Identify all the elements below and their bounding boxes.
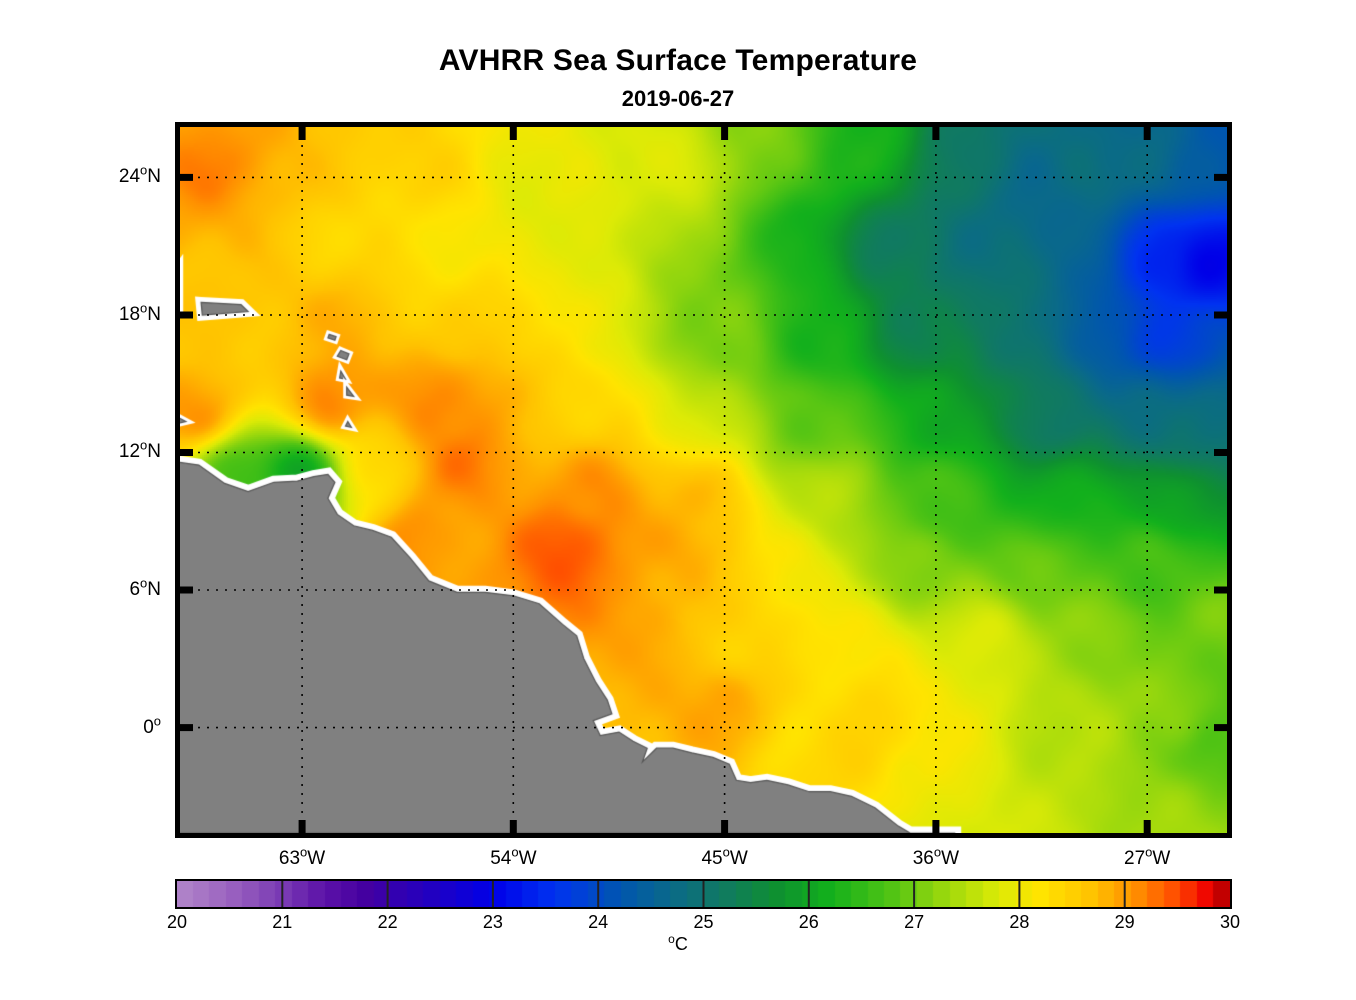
sst-heatmap (180, 127, 1227, 833)
colorbar-tick-26: 26 (798, 912, 819, 932)
colorbar-tick-25: 25 (693, 912, 714, 932)
ytick-label-12N: 12oN (118, 438, 161, 463)
title-block: AVHRR Sea Surface Temperature 2019-06-27 (0, 44, 1356, 114)
colorbar-tick-23: 23 (482, 912, 503, 932)
colorbar-tick-21: 21 (272, 912, 293, 932)
colorbar-tick-30: 30 (1219, 912, 1241, 932)
xtick-label-36W: 36oW (912, 844, 960, 869)
colorbar-tick-20: 20 (166, 912, 188, 932)
map-plot-area[interactable] (175, 122, 1232, 838)
colorbar[interactable] (175, 879, 1232, 909)
xtick-label-45W: 45oW (701, 844, 748, 869)
ytick-label-18N: 18oN (118, 300, 161, 325)
xtick-label-63W: 63oW (278, 844, 326, 869)
colorbar-tick-24: 24 (588, 912, 609, 932)
colorbar-unit-label: oC (668, 932, 688, 954)
colorbar-gradient (177, 881, 1230, 907)
ytick-label-6N: 6oN (129, 575, 161, 601)
page-title: AVHRR Sea Surface Temperature (438, 44, 918, 77)
ytick-label-24N: 24oN (118, 163, 161, 188)
colorbar-tick-22: 22 (377, 912, 398, 932)
colorbar-tick-28: 28 (1009, 912, 1030, 932)
colorbar-tick-29: 29 (1114, 912, 1135, 932)
colorbar-tick-27: 27 (904, 912, 925, 932)
xtick-label-54W: 54oW (490, 844, 537, 869)
ytick-label-0eq: 0o (143, 713, 161, 738)
xtick-label-27W: 27oW (1124, 844, 1171, 869)
page-subtitle: 2019-06-27 (621, 86, 735, 111)
